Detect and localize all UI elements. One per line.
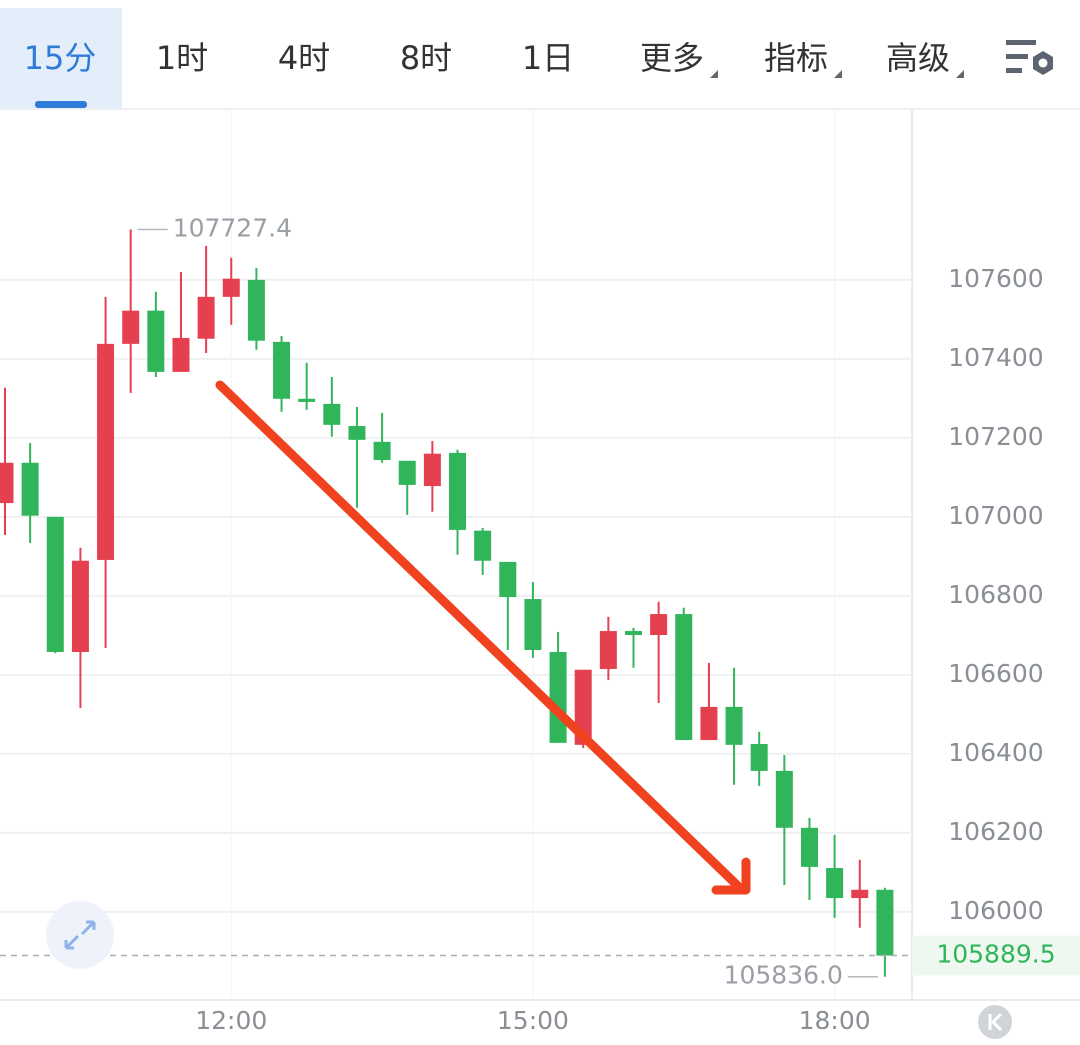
candle-body — [172, 337, 190, 372]
active-tab-bg — [0, 8, 122, 108]
tab-label[interactable]: 1时 — [156, 39, 208, 77]
candle-body — [247, 279, 265, 341]
last-price-box — [912, 935, 1080, 976]
y-tick-label: 106200 — [948, 817, 1043, 846]
y-tick-label: 107400 — [948, 343, 1043, 372]
y-tick-label: 106400 — [948, 738, 1043, 767]
candle-body — [373, 441, 391, 460]
tab-label[interactable]: 高级 — [886, 39, 950, 77]
y-tick-label: 106000 — [948, 896, 1043, 925]
trend-arrow-head — [711, 857, 751, 895]
candle-body — [650, 614, 668, 635]
candle-body — [876, 889, 894, 956]
candle-body — [625, 631, 642, 635]
plot-area: 106000 106200 106400 106600 106800 107000 1072… — [0, 110, 1080, 1035]
dropdown-caret — [710, 70, 718, 78]
y-tick-label: 107000 — [948, 501, 1043, 530]
tab-label[interactable]: 指标 — [764, 39, 828, 77]
candle-body — [474, 530, 492, 561]
x-tick-label: 12:00 — [195, 1006, 267, 1035]
candle-body — [323, 403, 341, 425]
candle-body — [725, 706, 743, 745]
candle-body — [46, 516, 64, 652]
candle-body — [826, 868, 844, 899]
y-tick-label: 106800 — [948, 580, 1043, 609]
candle-body — [675, 614, 693, 741]
candle-body — [700, 706, 718, 741]
candle-body — [273, 341, 291, 399]
y-tick-label: 107200 — [948, 422, 1043, 451]
y-tick-label: 106600 — [948, 659, 1043, 688]
candle-body — [348, 426, 366, 440]
tab-label[interactable]: 更多 — [640, 39, 704, 77]
tab-label[interactable]: 15分 — [24, 39, 97, 77]
candle-body — [398, 460, 416, 485]
active-tab-indicator — [35, 101, 87, 108]
candle-body — [750, 744, 768, 771]
tab-label[interactable]: 1日 — [522, 39, 574, 77]
candle-body — [549, 651, 567, 743]
tab-label[interactable]: 4时 — [278, 39, 330, 77]
candle-body — [599, 631, 617, 669]
dropdown-caret — [956, 70, 964, 78]
trend-arrow — [215, 380, 745, 893]
candle-body — [147, 310, 165, 372]
last-price-label: 105889.5 — [936, 940, 1055, 969]
candle-body — [0, 462, 14, 504]
x-tick-label: 18:00 — [799, 1006, 871, 1035]
tab-label[interactable]: 8时 — [400, 39, 452, 77]
candle-body — [449, 452, 467, 530]
candle-body — [298, 398, 316, 402]
candle-body — [197, 296, 215, 339]
x-tick-label: 15:00 — [497, 1006, 569, 1035]
candle-body — [21, 462, 39, 516]
candle-body — [71, 560, 89, 652]
candle-body — [122, 310, 140, 344]
candle-body — [800, 827, 818, 867]
settings-icon[interactable] — [1006, 40, 1053, 75]
candle-body — [775, 770, 793, 828]
extreme-label: 105836.0 — [724, 961, 843, 990]
candle-body — [97, 343, 115, 560]
y-tick-label: 107600 — [948, 264, 1043, 293]
candle-body — [524, 599, 542, 651]
dropdown-caret — [834, 70, 842, 78]
candle-body — [423, 453, 441, 487]
extreme-label: 107727.4 — [173, 214, 292, 243]
candle-body — [851, 889, 869, 899]
scroll-latest-button[interactable] — [978, 1005, 1012, 1039]
candle-body — [499, 561, 517, 598]
candle-body — [222, 278, 240, 297]
expand-button[interactable] — [46, 901, 114, 969]
tab-bar: 15分 1时 4时 8时 1日 更多 指标 高级 — [0, 8, 964, 108]
